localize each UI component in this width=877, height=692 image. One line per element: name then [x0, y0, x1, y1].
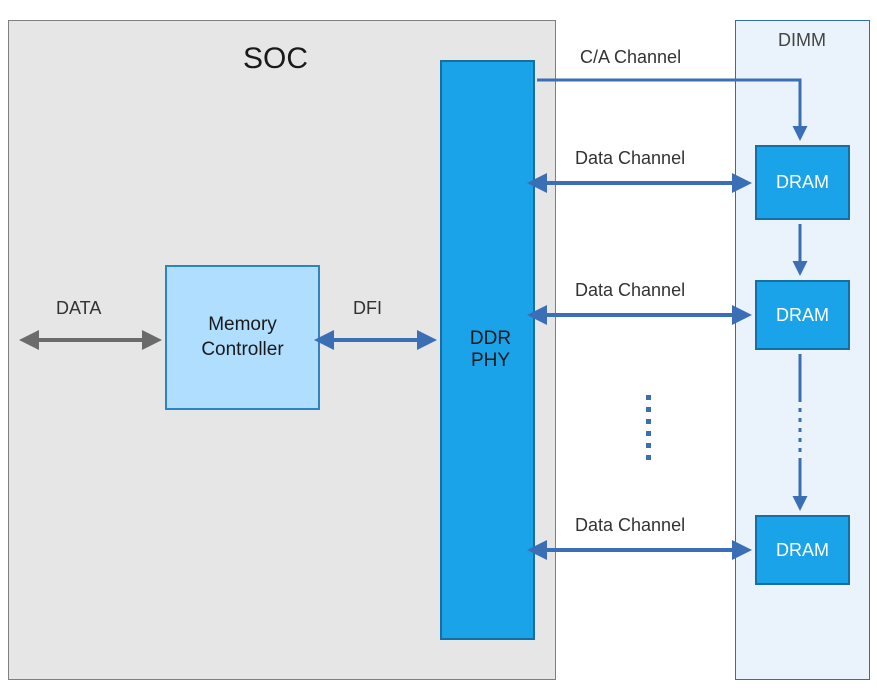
data-channel-label-1: Data Channel — [575, 148, 685, 169]
ddr-phy-label: DDR PHY — [448, 328, 533, 372]
dimm-title: DIMM — [778, 30, 826, 51]
data-channel-label-2: Data Channel — [575, 280, 685, 301]
dfi-label: DFI — [353, 298, 382, 319]
memory-controller-block: Memory Controller — [165, 265, 320, 410]
data-channel-label-3: Data Channel — [575, 515, 685, 536]
soc-title: SOC — [243, 42, 308, 76]
ca-channel-label: C/A Channel — [580, 47, 681, 68]
data-label: DATA — [56, 298, 101, 319]
dram-label: DRAM — [776, 305, 829, 326]
memory-controller-label: Memory Controller — [201, 313, 283, 362]
dram-block-3: DRAM — [755, 515, 850, 585]
dram-block-1: DRAM — [755, 145, 850, 220]
ddr-architecture-diagram: SOC DIMM Memory Controller DDR PHY DRAM … — [0, 0, 877, 692]
dram-label: DRAM — [776, 540, 829, 561]
dram-label: DRAM — [776, 172, 829, 193]
ellipsis-dots — [646, 395, 651, 460]
ddr-phy-block: DDR PHY — [440, 60, 535, 640]
dram-block-2: DRAM — [755, 280, 850, 350]
